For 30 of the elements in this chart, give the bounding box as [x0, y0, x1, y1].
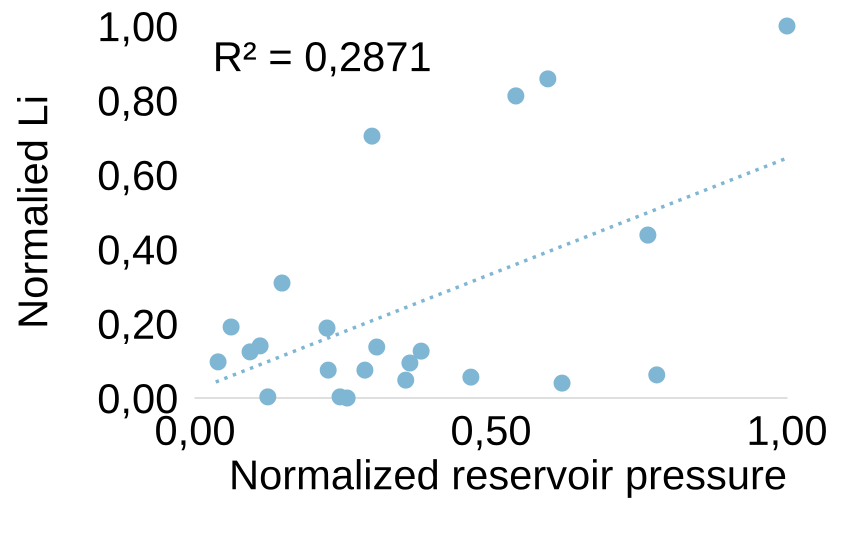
x-tick-label: 1,00	[750, 416, 826, 450]
point	[274, 274, 291, 292]
point	[554, 374, 571, 392]
point	[364, 128, 381, 145]
y-tick-label: 0,40	[98, 235, 177, 270]
point	[778, 17, 796, 35]
point	[401, 354, 418, 372]
x-tick-label: 0,50	[452, 416, 530, 450]
y-tick-label: 1,00	[100, 12, 177, 46]
y-axis-title: Normalied Li	[17, 98, 48, 326]
point	[539, 70, 556, 88]
point	[507, 87, 524, 104]
point	[210, 353, 227, 370]
point	[397, 372, 414, 389]
point	[368, 338, 386, 356]
point	[259, 388, 276, 406]
y-tick-label: 0,80	[98, 86, 177, 121]
point	[412, 342, 430, 360]
x-axis-title: Normalized reservoir pressure	[232, 459, 786, 498]
point	[320, 362, 337, 379]
point	[462, 368, 480, 386]
point	[222, 318, 240, 336]
point	[318, 320, 336, 337]
point	[356, 362, 374, 379]
annotation: R² = 0,2871	[216, 42, 430, 76]
y-tick-label: 0,20	[98, 310, 177, 344]
point	[639, 226, 656, 244]
y-tick-label: 0,60	[98, 160, 177, 196]
point	[648, 366, 666, 384]
point	[252, 337, 269, 354]
